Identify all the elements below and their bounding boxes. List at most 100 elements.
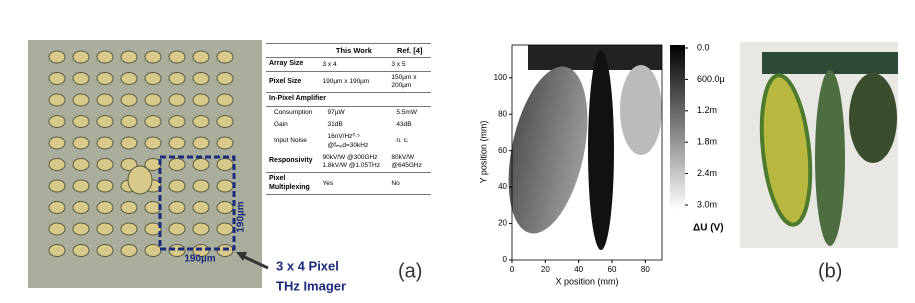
pixel [192,179,210,193]
colorbar-tick-label: 1.8m [697,137,717,147]
pixel [144,93,162,107]
pixel [192,50,210,64]
pixel [72,201,90,214]
pixel [168,201,186,214]
colorbar-tick-label: 2.4m [697,168,717,178]
pixel [192,93,210,107]
pixel [144,136,162,150]
pixel [48,201,66,214]
table-cell: Pixel Multiplexing [266,172,320,196]
pixel [96,115,114,128]
table-cell [266,42,320,59]
y-label: Y position (mm) [478,121,488,184]
table-row: Responsivity 90kV/W @300GHz 1.8kV/W @1.05… [266,151,431,173]
table-cell: n. c. [396,137,409,145]
pixel [72,136,90,150]
pixel [216,115,234,128]
plot-frame [511,44,663,261]
caption-line2: THz Imager [276,278,346,293]
panel-label-b: (b) [818,260,842,282]
pixel [72,158,90,171]
pixel [192,201,210,214]
pixel [72,244,90,257]
table-cell: 97µW [327,109,345,117]
pixel [216,50,234,64]
pixel [48,115,66,128]
colorbar-tick-label: 0.0 [697,42,710,52]
y-tick-label: 100 [494,73,508,82]
leaf-image [620,65,662,155]
pixel [72,222,90,236]
pixel [48,244,66,257]
pixel [168,93,186,107]
table-cell: In-Pixel Amplifier [266,92,431,108]
table-row: In-Pixel Amplifier [266,92,431,108]
table-cell: 43dB [396,121,412,129]
x-tick-label: 20 [541,265,550,274]
pixel [168,179,186,193]
leaf [849,73,897,163]
leaf [759,73,813,227]
table-row: Pixel Size 190µm x 190µm 150µm x 200µm [266,71,431,94]
x-tick-label: 0 [510,265,515,274]
pixel [168,222,186,236]
pixel [48,50,66,64]
pixel [72,50,90,64]
table-cell: Yes [319,172,389,196]
pixel [144,244,162,257]
colorbar-label: ΔU (V) [693,223,724,234]
pixel [120,222,138,236]
panel-label-a: (a) [398,260,422,282]
pixel [96,179,114,193]
pixel [96,93,114,107]
pixel [48,158,66,171]
pixel [48,179,66,193]
arrow-head [236,252,247,261]
chip-pixels [48,50,234,257]
pixel [96,244,114,257]
pixel [144,50,162,64]
pixel [127,165,153,195]
pixel [120,201,138,214]
pixel [120,158,138,171]
leaf-image [588,50,614,250]
x-tick-label: 40 [574,265,583,274]
scale-h: 190µm [184,254,215,265]
y-tick-label: 60 [498,146,507,155]
pixel [96,201,114,214]
y-tick-label: 20 [498,219,507,228]
pixel [120,244,138,257]
pixel [144,72,162,85]
table-cell: Input Noise [274,137,307,145]
pixel [120,136,138,150]
table-row: Consumption 97µW 5.5mW [266,107,431,120]
pixel [216,93,234,107]
pixel [144,222,162,236]
leaf [815,70,845,246]
leaf-holder [762,52,898,74]
table-row: Input Noise 16nV/Hz⁰·⁵ @fₘₒd=30kHz n. c. [266,131,431,151]
pixel [120,72,138,85]
pixel [48,72,66,85]
pixel [72,179,90,193]
x-tick-label: 60 [608,265,617,274]
table-cell: 80kV/W @645GHz [388,151,431,173]
table-cell: No [388,172,431,196]
pixel [96,158,114,171]
table-cell: 31dB [327,121,343,129]
table-cell: 5.5mW [396,109,417,117]
table-cell: 190µm x 190µm [319,71,389,94]
table-header: This Work Ref. [4] [266,42,431,59]
pixel [216,201,234,214]
pixel [48,222,66,236]
x-tick-label: 80 [641,265,650,274]
pixel [192,72,210,85]
pixel [72,115,90,128]
table-cell: Gain [274,121,288,129]
table-cell: Responsivity [266,151,320,173]
colorbar-tick-label: 3.0m [697,199,717,209]
pixel [96,72,114,85]
